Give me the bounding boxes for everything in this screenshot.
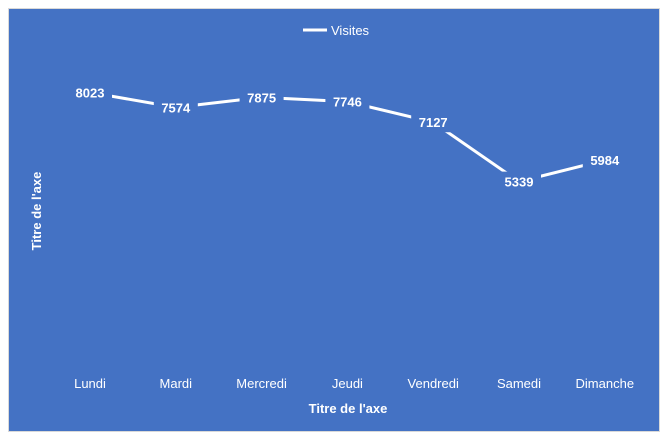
data-label: 8023 (76, 85, 105, 100)
chart-area: 8023 7574 7875 7746 7127 5339 5984 Lundi Mardi M… (8, 8, 660, 432)
x-tick-label: Dimanche (576, 376, 635, 391)
data-label-bg (239, 87, 284, 108)
data-label-bg (582, 150, 627, 171)
x-axis-title: Titre de l'axe (309, 401, 388, 416)
data-label-bg (153, 97, 198, 118)
x-tick-label: Lundi (74, 376, 106, 391)
x-tick-label: Jeudi (332, 376, 363, 391)
x-tick-label: Samedi (497, 376, 541, 391)
data-label: 7127 (419, 115, 448, 130)
data-label: 7746 (333, 95, 362, 110)
data-label: 5339 (505, 175, 534, 190)
x-tick-label: Mercredi (236, 376, 287, 391)
legend-label: Visites (331, 23, 370, 38)
data-label: 5984 (590, 153, 620, 168)
y-axis-title: Titre de l'axe (29, 172, 44, 251)
data-label-bg (411, 112, 456, 133)
data-label-bg (497, 171, 541, 192)
x-tick-label: Mardi (160, 376, 193, 391)
legend: Visites (303, 23, 370, 38)
data-label: 7574 (161, 100, 191, 115)
data-label-bg (68, 82, 112, 103)
data-label: 7875 (247, 90, 276, 105)
x-tick-label: Vendredi (408, 376, 459, 391)
data-label-bg (325, 91, 370, 112)
